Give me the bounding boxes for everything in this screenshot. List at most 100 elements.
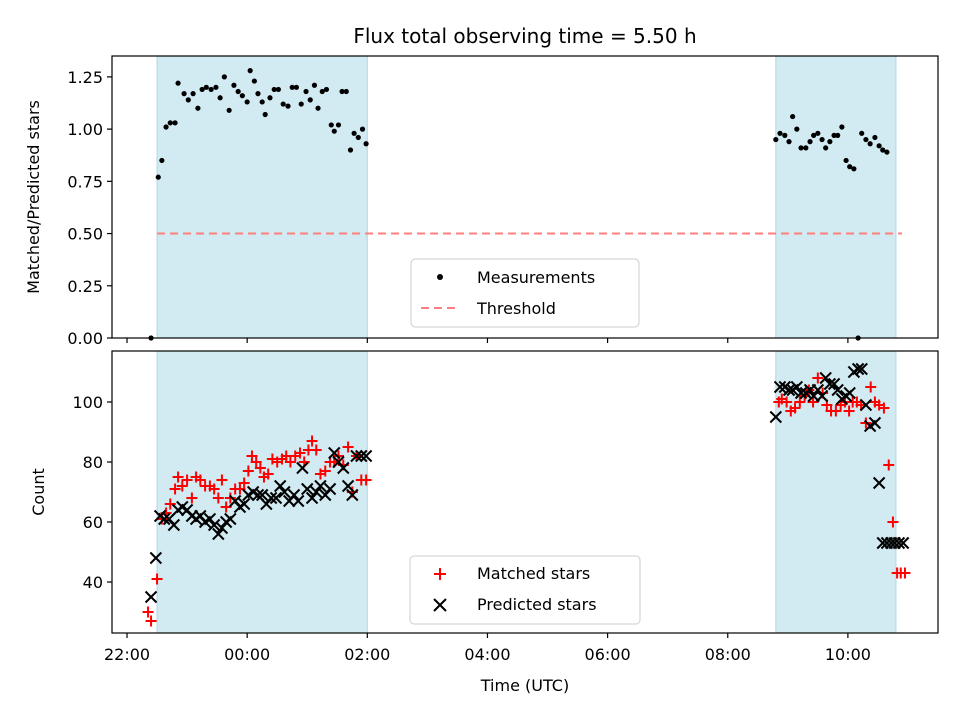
measurement-point [231,82,237,88]
predicted-star-point [782,383,796,397]
predicted-star-point [769,410,783,424]
matched-star-point [254,462,266,474]
measurement-point [262,111,268,118]
measurement-point [328,122,334,128]
matched-star-point [176,480,188,492]
measurement-point [226,107,232,113]
bottom-axes-frame [111,350,939,634]
measurement-point [213,84,219,90]
top-axes-frame [111,55,939,339]
measurement-point [199,86,205,93]
measurement-point [247,68,253,74]
measurement-point [884,149,890,155]
matched-star-point [242,465,254,477]
matched-star-point [186,492,198,504]
predicted-star-point [827,377,841,391]
bottom-x-ticks: 22:00 00:00 02:00 04:00 06:00 08:00 10:00 [104,633,871,664]
measurement-point [195,105,201,111]
y-tick-label: 0.25 [67,277,103,296]
measurement-point [267,95,273,101]
matched-star-point [794,396,806,408]
measurement-point [807,139,813,145]
matched-star-point [883,459,895,471]
measurement-point [185,97,191,103]
matched-star-point [843,405,855,417]
measurement-point [798,145,804,151]
y-tick-label: 40 [83,573,103,592]
x-tick-label: 06:00 [585,645,631,664]
matched-star-point [360,474,372,486]
measurement-point [303,88,309,95]
predicted-star-point [350,449,363,463]
predicted-star-point [337,461,350,475]
matched-star-point [789,402,801,414]
matched-star-point [899,567,911,579]
measurement-point [335,122,342,128]
measurement-point [255,91,261,97]
measurement-point [285,103,291,109]
matched-star-point [781,396,793,408]
measurement-point [880,147,886,153]
measurement-point [777,130,783,136]
measurement-point [181,91,187,97]
measurement-point [359,126,366,132]
predicted-star-point [264,491,278,505]
x-tick-label: 08:00 [705,645,751,664]
legend-matched-marker [434,568,446,580]
top-panel: 0.00 0.25 0.50 0.75 1.00 1.25 Matched/Predict… [24,55,939,348]
measurement-point [315,105,321,111]
measurement-point [239,93,245,99]
matched-star-point [246,450,258,462]
legend-measurements-marker [437,274,443,280]
top-legend-box [410,258,640,328]
measurement-point [275,86,282,93]
predicted-star-point [287,488,301,502]
x-tick-label: 00:00 [224,645,270,664]
matched-star-point [216,474,228,486]
y-tick-label: 80 [83,453,103,472]
measurement-point [786,139,792,145]
matched-star-point [250,456,262,468]
measurement-point [851,166,857,172]
measurement-point [311,82,318,88]
measurement-point [175,80,181,86]
measurement-point [235,88,241,95]
matched-star-point [224,492,236,504]
predicted-star-point [203,512,217,526]
matched-star-point [181,474,193,486]
measurement-point [203,84,209,90]
predicted-star-point [815,389,829,403]
x-tick-label: 22:00 [104,645,150,664]
predicted-star-point [144,590,158,604]
predicted-star-point [224,512,237,526]
top-legend: Measurements Threshold [410,258,640,328]
predicted-star-point [851,362,865,376]
predicted-star-point [269,491,283,505]
predicted-star-point [314,479,327,493]
measurement-point [782,132,788,138]
measurement-point [298,101,304,107]
matched-star-point [238,477,250,489]
measurement-point [163,124,169,130]
predicted-star-point [323,482,337,496]
measurement-point [208,86,214,93]
predicted-star-point [773,380,787,394]
predicted-star-point [896,536,910,550]
measurement-point [172,120,178,126]
predicted-star-point [328,446,341,460]
predicted-star-point [341,479,355,493]
matched-star-point [164,498,176,510]
predicted-star-point [212,527,225,541]
matched-star-point [887,516,899,528]
measurement-point [811,132,817,138]
y-tick-label: 1.25 [67,68,103,87]
bottom-y-axis-label: Count [29,468,48,516]
bottom-y-ticks: 40 60 80 100 [72,393,112,592]
matched-star-point [306,435,318,447]
measurement-point [339,88,345,95]
measurement-point [790,113,796,120]
y-tick-label: 0.75 [67,172,103,191]
y-tick-label: 100 [72,393,103,412]
measurement-point [827,139,833,145]
